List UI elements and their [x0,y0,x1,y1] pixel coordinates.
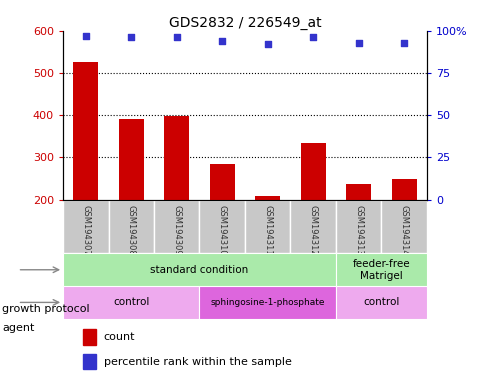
Text: percentile rank within the sample: percentile rank within the sample [104,357,291,367]
Bar [73,62,98,200]
Text: control: control [113,297,149,308]
Text: GSM194314: GSM194314 [399,205,408,256]
Bar [391,179,416,200]
Bar [244,200,290,253]
Point [82,33,90,39]
Bar [199,286,335,319]
Bar [164,116,189,200]
Point [172,35,180,41]
Point [263,41,271,47]
Text: GSM194309: GSM194309 [172,205,181,256]
Text: GSM194313: GSM194313 [353,205,363,256]
Text: control: control [363,297,399,308]
Text: count: count [104,332,135,342]
Bar [255,196,280,200]
Text: growth protocol: growth protocol [2,304,90,314]
Text: GSM194311: GSM194311 [263,205,272,256]
Point [354,40,362,46]
Point [399,40,407,46]
Bar [119,119,143,200]
Text: feeder-free
Matrigel: feeder-free Matrigel [352,259,409,281]
Bar [63,253,335,286]
Text: GSM194308: GSM194308 [126,205,136,256]
Bar [300,143,325,200]
Text: GSM194307: GSM194307 [81,205,90,256]
Bar [108,200,153,253]
Bar [335,253,426,286]
Text: agent: agent [2,323,35,333]
Bar [199,200,244,253]
Bar [335,200,380,253]
Text: GSM194310: GSM194310 [217,205,226,256]
Text: sphingosine-1-phosphate: sphingosine-1-phosphate [210,298,324,307]
Bar [380,200,426,253]
Text: GSM194312: GSM194312 [308,205,317,256]
Bar [153,200,199,253]
Point [127,35,135,41]
Text: standard condition: standard condition [150,265,248,275]
Bar [83,329,96,345]
Bar [346,184,370,200]
Point [218,38,226,44]
Bar [335,286,426,319]
Title: GDS2832 / 226549_at: GDS2832 / 226549_at [168,16,320,30]
Bar [209,164,234,200]
Bar [83,354,96,369]
Bar [290,200,335,253]
Point [309,35,317,41]
Bar [63,200,108,253]
Bar [63,286,199,319]
